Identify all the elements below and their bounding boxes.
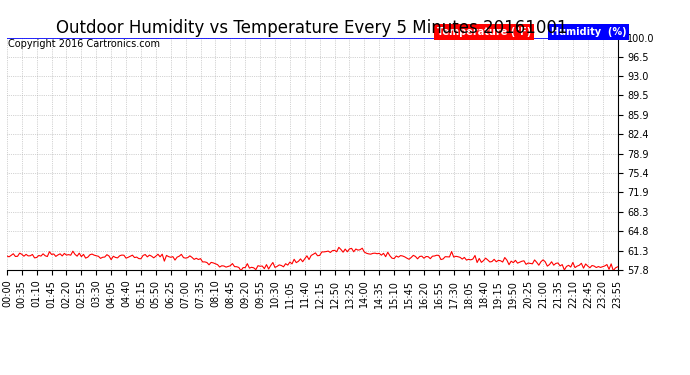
Text: Temperature (°F): Temperature (°F) bbox=[437, 27, 531, 37]
Title: Outdoor Humidity vs Temperature Every 5 Minutes 20161001: Outdoor Humidity vs Temperature Every 5 … bbox=[57, 20, 568, 38]
Text: Humidity  (%): Humidity (%) bbox=[551, 27, 627, 37]
Text: Copyright 2016 Cartronics.com: Copyright 2016 Cartronics.com bbox=[8, 39, 160, 50]
